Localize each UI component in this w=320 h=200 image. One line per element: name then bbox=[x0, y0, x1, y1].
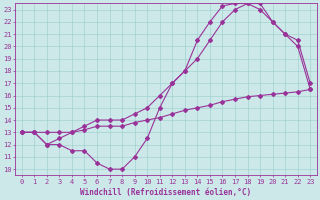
X-axis label: Windchill (Refroidissement éolien,°C): Windchill (Refroidissement éolien,°C) bbox=[80, 188, 252, 197]
